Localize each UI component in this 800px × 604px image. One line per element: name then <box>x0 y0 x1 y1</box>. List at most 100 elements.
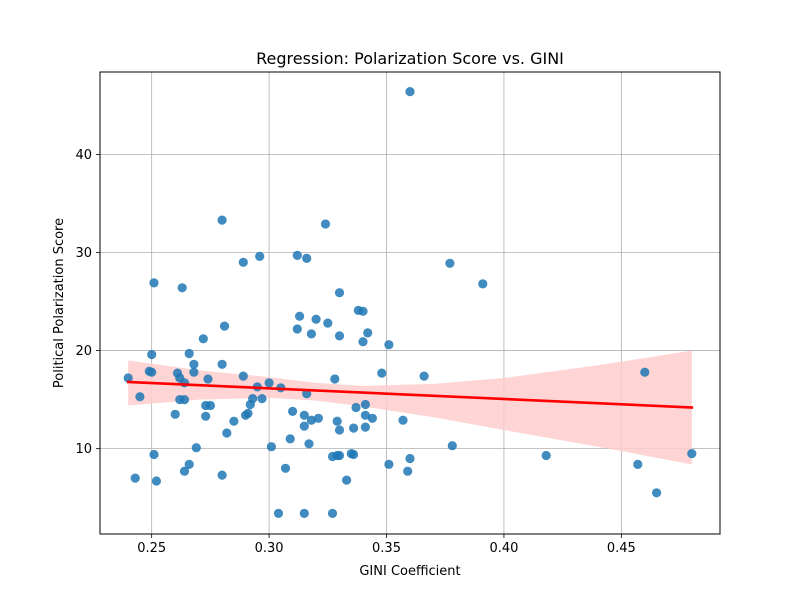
data-point <box>229 416 239 426</box>
data-point <box>149 278 159 288</box>
x-axis-label: GINI Coefficient <box>359 564 460 579</box>
data-point <box>299 421 309 431</box>
data-point <box>288 406 298 416</box>
scatter-points <box>123 87 697 518</box>
data-point <box>330 374 340 384</box>
data-point <box>292 250 302 260</box>
data-point <box>198 334 208 344</box>
data-point <box>360 410 370 420</box>
chart-title: Regression: Polarization Score vs. GINI <box>256 49 564 68</box>
data-point <box>264 378 274 388</box>
data-point <box>130 473 140 483</box>
data-point <box>447 441 457 451</box>
data-point <box>243 408 253 418</box>
data-point <box>640 367 650 377</box>
data-point <box>398 415 408 425</box>
y-axis-label: Political Polarization Score <box>52 218 67 388</box>
data-point <box>405 453 415 464</box>
data-point <box>123 373 133 383</box>
data-point <box>403 466 413 476</box>
y-tick-label: 20 <box>75 344 92 359</box>
data-point <box>189 367 199 377</box>
data-point <box>149 449 159 460</box>
data-point <box>280 463 291 473</box>
data-point <box>238 257 248 267</box>
data-point <box>349 449 359 460</box>
grid-lines <box>100 72 720 534</box>
data-point <box>219 321 230 331</box>
data-point <box>342 475 352 485</box>
x-tick-label: 0.35 <box>372 541 401 556</box>
data-point <box>135 392 145 402</box>
data-point <box>302 253 312 263</box>
data-point <box>384 340 394 350</box>
data-point <box>255 251 265 261</box>
data-point <box>184 348 194 359</box>
data-point <box>323 318 333 328</box>
data-point <box>217 215 227 225</box>
axes-frame <box>99 71 721 535</box>
data-point <box>184 459 194 469</box>
data-point <box>179 466 190 476</box>
data-point <box>191 443 201 453</box>
data-point <box>313 413 323 423</box>
data-point <box>419 371 429 381</box>
data-point <box>217 470 227 480</box>
data-point <box>334 450 345 461</box>
data-point <box>334 288 345 298</box>
axis-ticks: 0.25 0.30 0.35 0.40 0.45 10 20 30 40 <box>75 148 635 556</box>
data-point <box>367 413 377 423</box>
data-point <box>201 411 211 421</box>
data-point <box>285 434 295 444</box>
data-point <box>203 374 213 384</box>
data-point <box>238 371 248 381</box>
data-point <box>299 508 309 518</box>
data-point <box>304 439 314 449</box>
data-point <box>327 508 338 518</box>
data-point <box>445 258 455 268</box>
data-point <box>334 331 345 341</box>
data-point <box>222 428 232 438</box>
data-point <box>205 400 215 411</box>
data-point <box>273 508 284 518</box>
data-point <box>320 219 331 229</box>
data-point <box>332 416 342 426</box>
data-point <box>217 359 227 369</box>
regression-line-group <box>126 380 694 409</box>
data-point <box>147 349 157 360</box>
data-point <box>257 394 267 404</box>
data-point <box>478 279 488 289</box>
data-point <box>363 328 373 338</box>
data-point <box>687 449 697 459</box>
data-point <box>306 415 316 425</box>
data-point <box>334 425 345 435</box>
data-point <box>358 306 368 316</box>
data-point <box>189 359 199 369</box>
data-point <box>170 409 180 419</box>
x-tick-label: 0.45 <box>607 541 636 556</box>
x-tick-label: 0.30 <box>255 541 284 556</box>
x-tick-label: 0.40 <box>489 541 518 556</box>
y-tick-label: 30 <box>75 246 92 261</box>
data-point <box>541 450 551 461</box>
data-point <box>248 394 258 404</box>
data-point <box>299 410 309 420</box>
data-point <box>295 311 305 321</box>
data-point <box>652 488 662 498</box>
data-point <box>151 476 161 486</box>
data-point <box>292 324 302 334</box>
data-point <box>179 395 190 405</box>
data-point <box>266 442 276 452</box>
data-point <box>633 459 643 469</box>
data-point <box>147 367 157 377</box>
data-point <box>377 368 387 378</box>
data-point <box>405 87 415 97</box>
x-tick-label: 0.25 <box>137 541 166 556</box>
data-point <box>384 459 394 469</box>
data-point <box>306 329 316 339</box>
data-point <box>360 422 370 432</box>
regression-line <box>126 380 694 409</box>
